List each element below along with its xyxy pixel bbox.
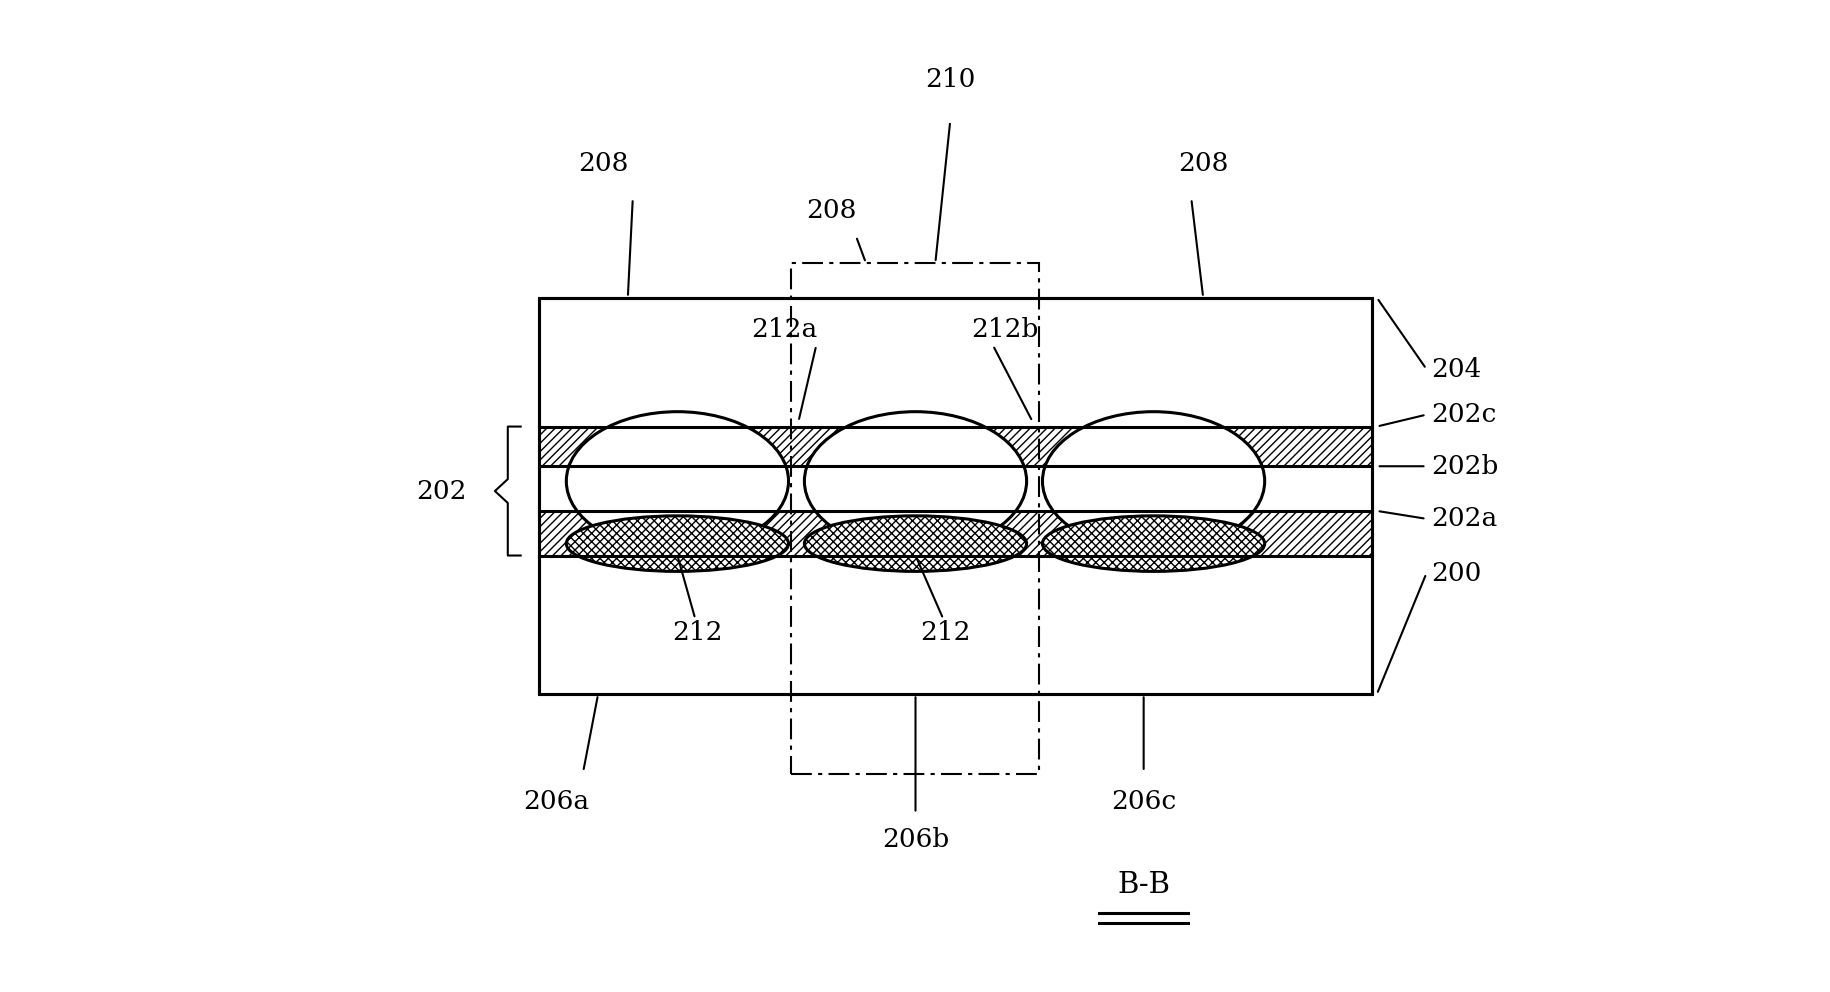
Text: 208: 208 xyxy=(805,197,856,223)
Ellipse shape xyxy=(565,516,789,571)
Bar xyxy=(538,298,1371,694)
Text: 210: 210 xyxy=(924,66,975,92)
Bar xyxy=(538,298,1371,694)
Text: 212b: 212b xyxy=(970,316,1038,342)
Text: 202c: 202c xyxy=(1431,402,1495,428)
Text: B-B: B-B xyxy=(1116,871,1169,899)
Text: 208: 208 xyxy=(578,151,628,177)
Bar xyxy=(538,511,1371,556)
Text: 206b: 206b xyxy=(882,826,948,852)
Text: 206c: 206c xyxy=(1111,789,1175,814)
Text: 208: 208 xyxy=(1177,151,1228,177)
Ellipse shape xyxy=(803,412,1027,551)
Ellipse shape xyxy=(565,412,789,551)
Text: 204: 204 xyxy=(1431,356,1480,382)
Ellipse shape xyxy=(1041,516,1265,571)
Text: 212: 212 xyxy=(919,620,970,646)
Text: 202: 202 xyxy=(415,478,467,504)
Bar xyxy=(791,263,1039,774)
Text: 212: 212 xyxy=(672,620,723,646)
Text: 202b: 202b xyxy=(1431,453,1499,479)
Text: 200: 200 xyxy=(1431,560,1480,586)
Ellipse shape xyxy=(803,516,1027,571)
Bar xyxy=(538,427,1371,466)
Ellipse shape xyxy=(1041,412,1265,551)
Text: 212a: 212a xyxy=(750,316,818,342)
Text: 202a: 202a xyxy=(1431,506,1497,532)
Text: 206a: 206a xyxy=(523,789,589,814)
